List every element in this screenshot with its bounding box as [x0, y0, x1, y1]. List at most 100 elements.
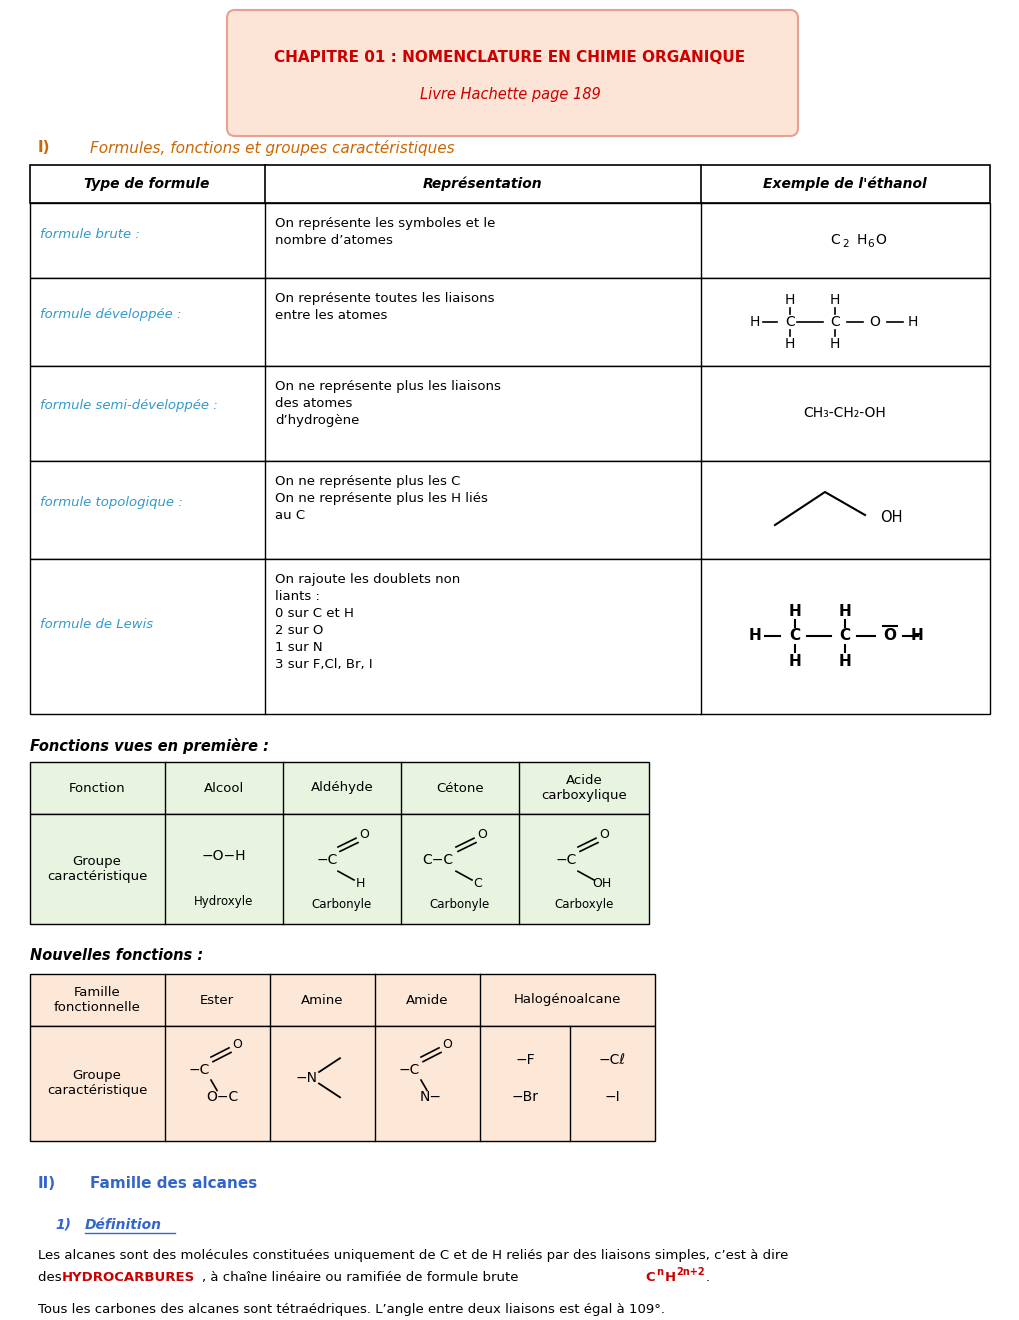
Text: −Cℓ: −Cℓ: [598, 1053, 625, 1068]
Text: Fonctions vues en première :: Fonctions vues en première :: [30, 738, 269, 754]
Text: On représente les symboles et le: On représente les symboles et le: [275, 216, 495, 230]
Text: II): II): [38, 1176, 56, 1191]
Text: 1): 1): [55, 1218, 71, 1232]
Text: C: C: [789, 628, 800, 644]
Text: O: O: [441, 1038, 451, 1051]
Text: −I: −I: [603, 1090, 620, 1105]
Text: H: H: [788, 603, 801, 619]
Text: n: n: [655, 1267, 662, 1276]
Text: .: .: [705, 1271, 709, 1284]
Text: formule topologique :: formule topologique :: [40, 495, 182, 508]
Text: On représente toutes les liaisons: On représente toutes les liaisons: [275, 292, 494, 305]
Text: H: H: [838, 603, 851, 619]
Text: O: O: [598, 829, 608, 841]
Text: Nouvelles fonctions :: Nouvelles fonctions :: [30, 949, 203, 964]
Bar: [30, 558, 989, 714]
Bar: [30, 1026, 654, 1140]
Text: H: H: [784, 337, 795, 351]
Bar: [30, 279, 989, 366]
Text: On rajoute les doublets non: On rajoute les doublets non: [275, 573, 460, 586]
Text: formule de Lewis: formule de Lewis: [40, 618, 153, 631]
Text: O: O: [869, 315, 879, 329]
Text: H: H: [749, 315, 759, 329]
Text: −C: −C: [316, 853, 337, 867]
Text: Les alcanes sont des molécules constituées uniquement de C et de H reliés par de: Les alcanes sont des molécules constitué…: [38, 1249, 788, 1262]
Text: 2n+2: 2n+2: [676, 1267, 704, 1276]
Text: nombre d’atomes: nombre d’atomes: [275, 234, 392, 247]
Text: Alcool: Alcool: [204, 781, 244, 795]
Text: H: H: [838, 653, 851, 668]
Text: Tous les carbones des alcanes sont tétraédriques. L’angle entre deux liaisons es: Tous les carbones des alcanes sont tétra…: [38, 1303, 664, 1316]
Bar: [30, 762, 648, 814]
Text: liants :: liants :: [275, 590, 320, 603]
Text: Définition: Définition: [85, 1218, 162, 1232]
Text: I): I): [38, 140, 51, 156]
Text: H: H: [829, 293, 840, 308]
Text: 6: 6: [866, 239, 872, 249]
Text: On ne représente plus les H liés: On ne représente plus les H liés: [275, 492, 487, 506]
Text: Livre Hachette page 189: Livre Hachette page 189: [419, 87, 600, 103]
Text: 2: 2: [841, 239, 848, 249]
Text: −N: −N: [296, 1071, 318, 1085]
Text: Famille des alcanes: Famille des alcanes: [90, 1176, 257, 1191]
Text: H: H: [748, 628, 760, 644]
Text: On ne représente plus les C: On ne représente plus les C: [275, 475, 460, 488]
FancyBboxPatch shape: [227, 11, 797, 136]
Text: d’hydrogène: d’hydrogène: [275, 414, 359, 426]
Text: Représentation: Représentation: [423, 177, 542, 191]
Text: C: C: [473, 876, 482, 890]
Text: H: H: [829, 337, 840, 351]
Text: O: O: [359, 829, 369, 841]
Text: C: C: [644, 1271, 654, 1284]
Text: Carboxyle: Carboxyle: [553, 898, 613, 911]
Text: C: C: [839, 628, 850, 644]
Text: formule brute :: formule brute :: [40, 228, 140, 242]
Text: 0 sur C et H: 0 sur C et H: [275, 607, 354, 620]
Text: Formules, fonctions et groupes caractéristiques: Formules, fonctions et groupes caractéri…: [90, 140, 454, 156]
Bar: [30, 203, 989, 279]
Text: C: C: [829, 234, 840, 247]
Text: On ne représente plus les liaisons: On ne représente plus les liaisons: [275, 380, 500, 393]
Text: Exemple de l'éthanol: Exemple de l'éthanol: [762, 177, 926, 191]
Text: −C: −C: [398, 1063, 419, 1077]
Text: Acide
carboxylique: Acide carboxylique: [541, 774, 627, 803]
Text: Type de formule: Type de formule: [85, 177, 210, 191]
Text: O: O: [477, 829, 486, 841]
Bar: [30, 461, 989, 558]
Bar: [30, 974, 654, 1026]
Text: Halogénoalcane: Halogénoalcane: [513, 994, 621, 1006]
Text: −C: −C: [189, 1063, 210, 1077]
Text: CH₃-CH₂-OH: CH₃-CH₂-OH: [803, 407, 886, 420]
Text: Cétone: Cétone: [436, 781, 483, 795]
Bar: [30, 366, 989, 461]
Text: formule développée :: formule développée :: [40, 309, 181, 322]
Text: 2 sur O: 2 sur O: [275, 624, 323, 638]
Text: Carbonyle: Carbonyle: [429, 898, 490, 911]
Text: O: O: [232, 1038, 242, 1051]
Text: C: C: [785, 315, 794, 329]
Text: Groupe
caractéristique: Groupe caractéristique: [47, 855, 147, 883]
Text: 3 sur F,Cl, Br, I: 3 sur F,Cl, Br, I: [275, 657, 372, 671]
Text: Hydroxyle: Hydroxyle: [195, 895, 254, 908]
Text: H: H: [355, 876, 365, 890]
Text: Ester: Ester: [200, 994, 233, 1006]
Text: Amine: Amine: [301, 994, 343, 1006]
Text: au C: au C: [275, 510, 305, 521]
Text: , à chaîne linéaire ou ramifiée de formule brute: , à chaîne linéaire ou ramifiée de formu…: [202, 1271, 523, 1284]
Text: −F: −F: [515, 1053, 534, 1068]
Text: H: H: [910, 628, 922, 644]
Text: des atomes: des atomes: [275, 397, 352, 411]
Text: Famille
fonctionnelle: Famille fonctionnelle: [54, 986, 141, 1014]
Text: CHAPITRE 01 : NOMENCLATURE EN CHIMIE ORGANIQUE: CHAPITRE 01 : NOMENCLATURE EN CHIMIE ORG…: [274, 50, 745, 66]
Text: −C: −C: [554, 853, 576, 867]
Text: C: C: [829, 315, 839, 329]
Text: formule semi-développée :: formule semi-développée :: [40, 400, 217, 412]
Text: des: des: [38, 1271, 66, 1284]
Text: HYDROCARBURES: HYDROCARBURES: [62, 1271, 195, 1284]
Text: Carbonyle: Carbonyle: [312, 898, 372, 911]
Text: O: O: [874, 234, 886, 247]
Text: 1 sur N: 1 sur N: [275, 642, 322, 653]
Text: O: O: [882, 628, 896, 644]
Text: H: H: [784, 293, 795, 308]
Text: −Br: −Br: [511, 1090, 538, 1105]
